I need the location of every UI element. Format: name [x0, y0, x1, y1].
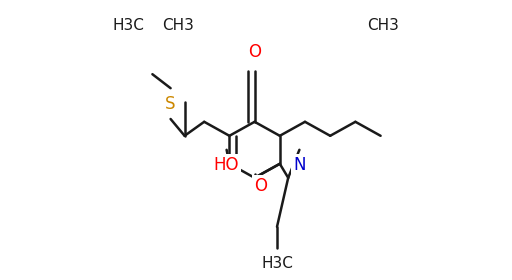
Text: CH3: CH3 — [368, 18, 399, 33]
Text: N: N — [293, 156, 306, 174]
Text: S: S — [165, 95, 176, 113]
Text: O: O — [254, 177, 267, 195]
Text: O: O — [248, 43, 261, 61]
Text: CH3: CH3 — [162, 18, 194, 33]
Text: HO: HO — [214, 156, 239, 174]
Text: H3C: H3C — [261, 256, 293, 271]
Text: H3C: H3C — [113, 18, 144, 33]
